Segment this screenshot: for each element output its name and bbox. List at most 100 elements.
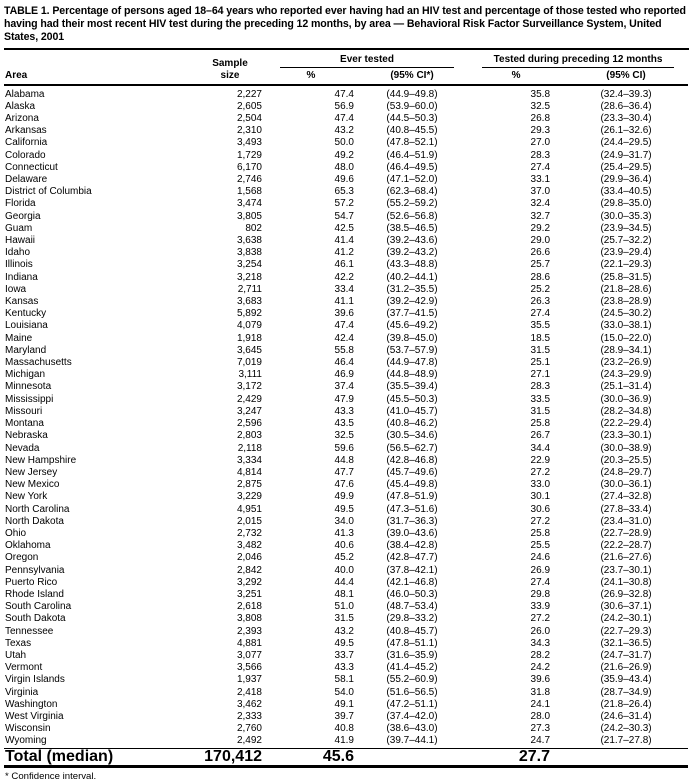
row-ever-tested-pct: 34.0 [334, 515, 354, 527]
table-row: South Dakota 3,808 31.5 (29.8–33.2) 27.2 (24.… [4, 613, 688, 625]
row-recent-ci: (26.1–32.6) [600, 125, 652, 137]
table-row: Texas 4,881 49.5 (47.8–51.1) 34.3 (32.1–36.5) [4, 638, 688, 650]
row-ever-tested-pct: 47.7 [334, 466, 354, 478]
table-row: Vermont 3,566 43.3 (41.4–45.2) 24.2 (21.6–26.… [4, 662, 688, 674]
row-ever-tested-pct: 43.5 [334, 418, 354, 430]
table-row: Michigan 3,111 46.9 (44.8–48.9) 27.1 (24.3–29… [4, 369, 688, 381]
row-ever-tested-pct: 31.5 [334, 613, 354, 625]
row-sample-size: 3,808 [236, 613, 262, 625]
table-row: Tennessee 2,393 43.2 (40.8–45.7) 26.0 (22.7–2… [4, 626, 688, 638]
row-area: Virginia [5, 686, 39, 698]
table-row: Maine 1,918 42.4 (39.8–45.0) 18.5 (15.0–22.0) [4, 333, 688, 345]
row-recent-pct: 24.6 [530, 552, 551, 564]
row-ever-tested-ci: (40.8–46.2) [386, 418, 438, 430]
row-area: Indiana [5, 271, 38, 283]
row-recent-ci: (29.8–35.0) [600, 198, 652, 210]
row-sample-size: 1,568 [236, 186, 262, 198]
row-area: Nevada [5, 442, 40, 454]
total-row: Total (median) 170,412 45.6 27.7 [4, 747, 689, 769]
row-recent-pct: 28.3 [530, 381, 551, 393]
row-area: Iowa [5, 283, 27, 295]
row-ever-tested-ci: (39.2–43.6) [386, 235, 438, 247]
hiv-test-table: Sample Ever tested Tested during precedi… [4, 54, 689, 769]
row-ever-tested-pct: 47.4 [334, 320, 354, 332]
row-ever-tested-pct: 43.3 [334, 662, 354, 674]
row-ever-tested-ci: (51.6–56.5) [386, 686, 438, 698]
table-row: Indiana 3,218 42.2 (40.2–44.1) 28.6 (25.8–31.… [4, 272, 688, 284]
row-recent-pct: 32.5 [530, 100, 551, 112]
table-row: Missouri 3,247 43.3 (41.0–45.7) 31.5 (28.2–34… [4, 406, 688, 418]
table-row: Florida 3,474 57.2 (55.2–59.2) 32.4 (29.8–35.… [4, 198, 688, 210]
row-recent-pct: 18.5 [530, 332, 551, 344]
row-recent-pct: 27.1 [530, 369, 551, 381]
row-recent-ci: (23.9–29.4) [600, 247, 652, 259]
row-recent-ci: (24.4–29.5) [600, 137, 652, 149]
row-sample-size: 2,875 [236, 479, 262, 491]
row-recent-pct: 25.8 [530, 418, 551, 430]
header-group-row: Sample Ever tested Tested during precedi… [4, 54, 688, 70]
row-recent-ci: (21.8–28.6) [600, 283, 652, 295]
row-area: Washington [5, 698, 58, 710]
row-area: Oklahoma [5, 540, 51, 552]
row-sample-size: 3,077 [236, 649, 262, 661]
row-ever-tested-pct: 40.6 [334, 540, 354, 552]
row-sample-size: 3,172 [236, 381, 262, 393]
row-sample-size: 2,760 [236, 723, 262, 735]
total-ever-tested-ci [356, 747, 469, 769]
table-body: Alabama 2,227 47.4 (44.9–49.8) 35.8 (32.4–39.… [4, 85, 688, 748]
header-recent-pct: % [468, 69, 565, 86]
row-recent-ci: (28.6–36.4) [600, 100, 652, 112]
row-recent-ci: (24.6–31.4) [600, 710, 652, 722]
row-recent-pct: 28.3 [530, 149, 551, 161]
row-recent-ci: (25.7–32.2) [600, 235, 652, 247]
row-area: Vermont [5, 662, 43, 674]
row-area: Colorado [5, 149, 46, 161]
row-recent-pct: 25.1 [530, 357, 551, 369]
row-area: Mississippi [5, 393, 54, 405]
header-column-row: Area size % (95% CI*) % (95% CI) [4, 69, 689, 86]
row-recent-ci: (28.7–34.9) [600, 686, 652, 698]
row-ever-tested-ci: (42.8–46.8) [386, 454, 438, 466]
row-ever-tested-pct: 37.4 [334, 381, 354, 393]
row-sample-size: 3,334 [236, 454, 262, 466]
row-ever-tested-pct: 40.0 [334, 564, 354, 576]
table-row: Kentucky 5,892 39.6 (37.7–41.5) 27.4 (24.5–30… [4, 308, 688, 320]
row-ever-tested-ci: (45.6–49.2) [386, 320, 438, 332]
row-recent-ci: (33.0–38.1) [600, 320, 652, 332]
row-area: California [5, 137, 48, 149]
table-row: Alabama 2,227 47.4 (44.9–49.8) 35.8 (32.4–39.… [4, 85, 688, 101]
row-ever-tested-ci: (38.5–46.5) [386, 222, 438, 234]
row-ever-tested-pct: 49.2 [334, 149, 354, 161]
row-recent-ci: (30.0–36.1) [600, 479, 652, 491]
row-recent-pct: 25.2 [530, 283, 551, 295]
table-row: Wisconsin 2,760 40.8 (38.6–43.0) 27.3 (24.2–3… [4, 723, 688, 735]
row-ever-tested-pct: 49.6 [334, 174, 354, 186]
row-area: Kentucky [5, 308, 47, 320]
row-ever-tested-pct: 48.1 [334, 588, 354, 600]
row-ever-tested-ci: (30.5–34.6) [386, 430, 438, 442]
row-ever-tested-pct: 41.9 [334, 735, 354, 747]
row-ever-tested-ci: (55.2–59.2) [386, 198, 438, 210]
table-row: Virginia 2,418 54.0 (51.6–56.5) 31.8 (28.7–34… [4, 687, 688, 699]
row-area: Puerto Rico [5, 576, 58, 588]
row-area: Arkansas [5, 125, 47, 137]
row-area: Florida [5, 198, 36, 210]
row-area: North Dakota [5, 515, 64, 527]
row-area: Arizona [5, 113, 39, 125]
row-ever-tested-ci: (31.7–36.3) [386, 515, 438, 527]
table-row: Ohio 2,732 41.3 (39.0–43.6) 25.8 (22.7–28.9) [4, 528, 688, 540]
row-sample-size: 2,015 [236, 515, 262, 527]
row-sample-size: 3,493 [236, 137, 262, 149]
row-sample-size: 1,918 [236, 332, 262, 344]
row-ever-tested-pct: 44.4 [334, 576, 354, 588]
row-ever-tested-ci: (39.7–44.1) [386, 735, 438, 747]
row-sample-size: 3,566 [236, 662, 262, 674]
row-sample-size: 3,805 [236, 210, 262, 222]
header-group-ever-tested: Ever tested [266, 54, 468, 70]
row-recent-ci: (27.4–32.8) [600, 491, 652, 503]
table-row: New Hampshire 3,334 44.8 (42.8–46.8) 22.9 (20… [4, 455, 688, 467]
row-recent-pct: 27.4 [530, 161, 551, 173]
row-recent-ci: (25.8–31.5) [600, 271, 652, 283]
row-sample-size: 4,814 [236, 466, 262, 478]
row-recent-ci: (22.2–29.4) [600, 418, 652, 430]
